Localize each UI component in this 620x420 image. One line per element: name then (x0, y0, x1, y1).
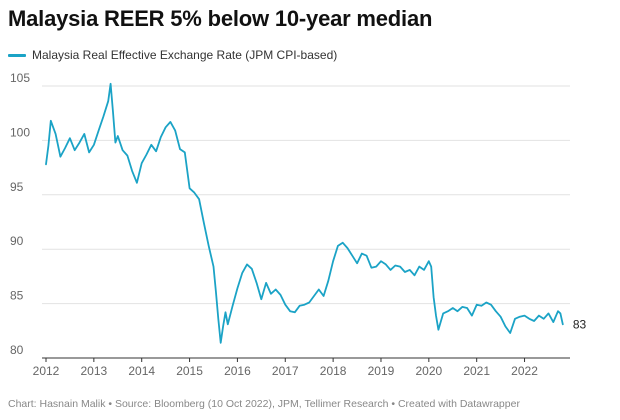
end-label-layer: 83 (573, 317, 587, 331)
x-tick-label: 2020 (415, 364, 442, 378)
legend-label: Malaysia Real Effective Exchange Rate (J… (32, 48, 338, 62)
y-tick-label: 95 (10, 180, 24, 194)
legend-swatch (8, 53, 26, 57)
x-tick-label: 2015 (176, 364, 203, 378)
y-tick-label: 80 (10, 343, 24, 357)
y-tick-label: 100 (10, 125, 30, 139)
y-axis-ticks: 105 100 95 90 85 80 (10, 71, 30, 357)
x-axis-ticks: 2012 2013 2014 2015 2016 2017 2018 2019 2020 2021… (33, 358, 538, 378)
chart-title: Malaysia REER 5% below 10-year median (8, 6, 433, 31)
end-value-label: 83 (573, 317, 587, 331)
x-tick-label: 2017 (272, 364, 299, 378)
x-tick-label: 2012 (33, 364, 60, 378)
gridlines (42, 85, 570, 359)
x-tick-label: 2018 (320, 364, 347, 378)
x-tick-label: 2022 (511, 364, 538, 378)
x-tick-label: 2016 (224, 364, 251, 378)
x-tick-label: 2019 (368, 364, 395, 378)
y-tick-label: 105 (10, 71, 30, 85)
y-tick-label: 90 (10, 234, 24, 248)
x-tick-label: 2013 (81, 364, 108, 378)
y-tick-label: 85 (10, 289, 24, 303)
legend: Malaysia Real Effective Exchange Rate (J… (8, 48, 337, 62)
series-layer (45, 82, 564, 344)
footer-credit: Chart: Hasnain Malik • Source: Bloomberg… (8, 398, 520, 410)
x-tick-label: 2014 (128, 364, 155, 378)
x-tick-label: 2021 (463, 364, 490, 378)
series-line-0 (45, 82, 564, 344)
